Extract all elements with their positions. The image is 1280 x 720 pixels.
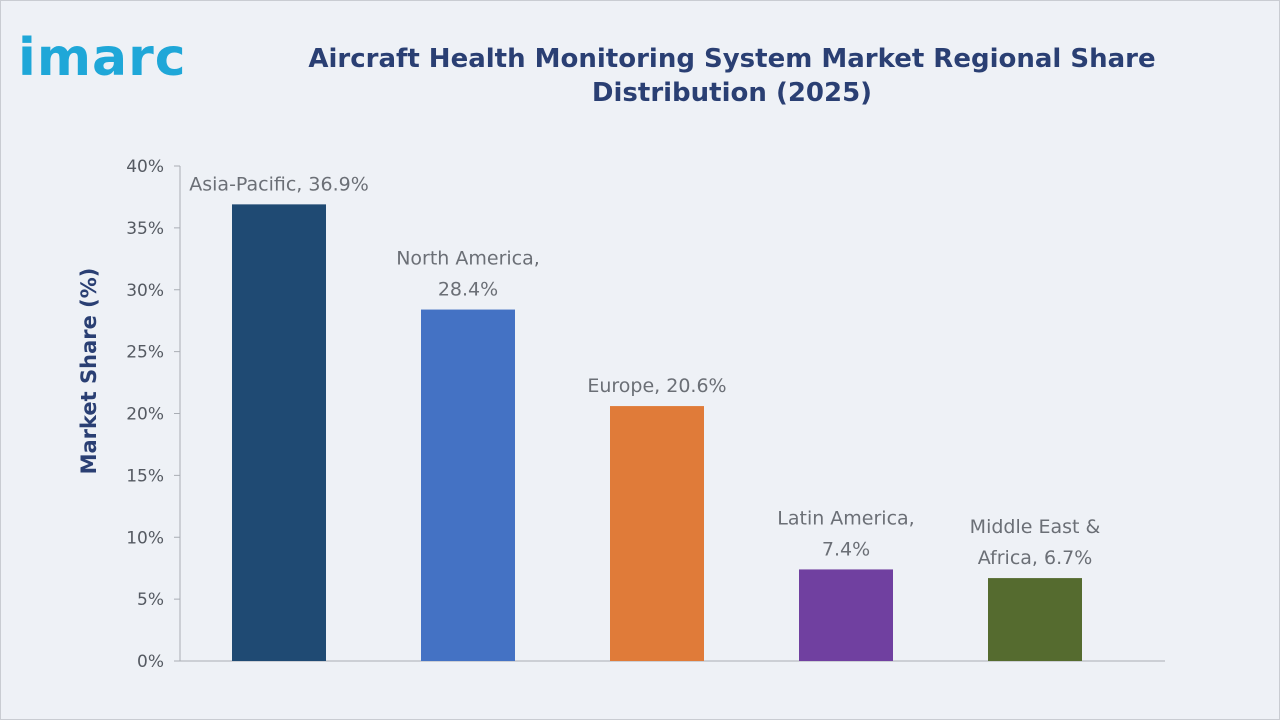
data-label: 28.4% bbox=[438, 279, 498, 301]
y-tick-label: 0% bbox=[137, 652, 164, 672]
bar bbox=[799, 569, 893, 661]
bar bbox=[421, 309, 515, 661]
data-label: Asia-Pacific, 36.9% bbox=[189, 173, 369, 195]
chart-title: Aircraft Health Monitoring System Market… bbox=[308, 44, 1156, 108]
bar bbox=[988, 578, 1082, 661]
data-label: Middle East & bbox=[970, 516, 1101, 538]
y-tick-label: 20% bbox=[126, 405, 164, 425]
imarc-logo: imarc bbox=[18, 28, 187, 88]
bar bbox=[232, 204, 326, 662]
data-label: Latin America, bbox=[777, 507, 914, 529]
y-tick-label: 25% bbox=[126, 343, 164, 363]
data-label: 7.4% bbox=[822, 538, 870, 560]
y-tick-label: 15% bbox=[126, 466, 164, 486]
data-label: Europe, 20.6% bbox=[587, 375, 726, 397]
y-tick-label: 5% bbox=[137, 590, 164, 610]
data-label: Africa, 6.7% bbox=[978, 547, 1093, 569]
y-tick-label: 10% bbox=[126, 528, 164, 548]
y-tick-label: 30% bbox=[126, 281, 164, 301]
y-axis-title: Market Share (%) bbox=[77, 268, 101, 475]
data-label: North America, bbox=[396, 248, 540, 270]
bar bbox=[610, 406, 704, 661]
y-tick-label: 35% bbox=[126, 219, 164, 239]
y-tick-label: 40% bbox=[126, 157, 164, 177]
